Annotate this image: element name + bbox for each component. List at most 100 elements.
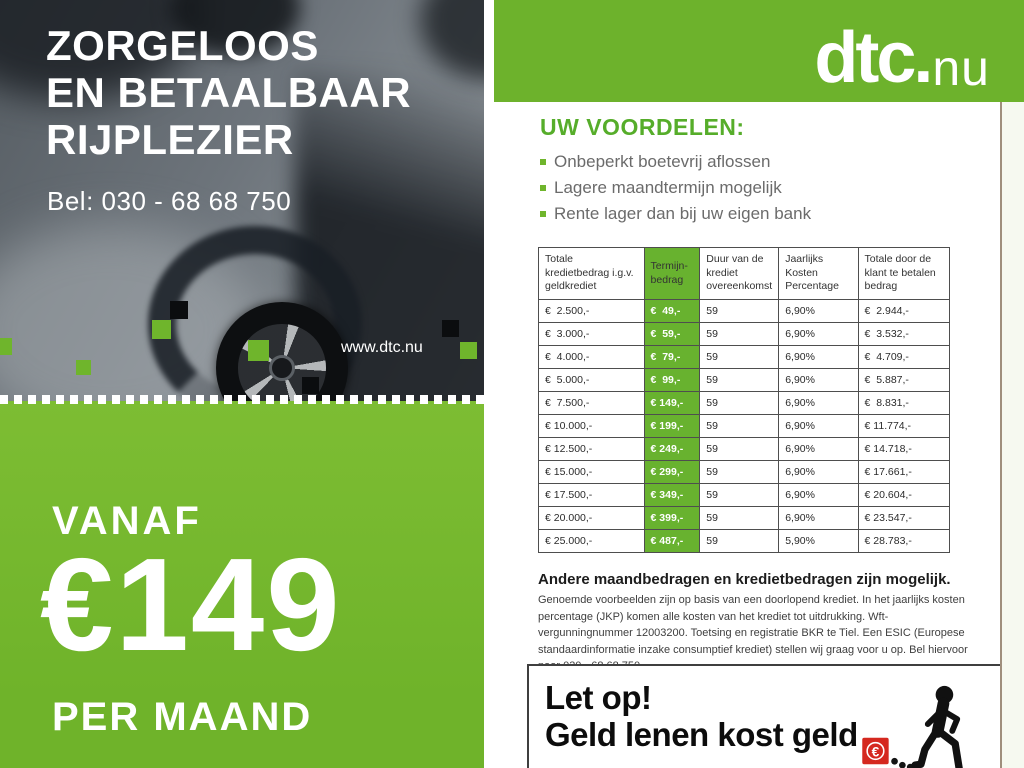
table-cell: € 12.500,- [538,437,645,461]
credit-warning-text: Let op! Geld lenen kost geld [545,679,858,753]
table-cell: 6,90% [778,299,859,323]
table-cell: 6,90% [778,437,859,461]
dashed-divider [0,395,492,404]
table-cell: € 149,- [643,391,701,415]
table-row: € 2.500,- € 49,- 59 6,90% € 2.944,- [538,299,951,323]
table-cell: € 99,- [643,368,701,392]
disclaimer-body: Genoemde voorbeelden zijn op basis van e… [538,594,968,672]
right-panel: dtc. nu UW VOORDELEN: Onbeperkt boetevri… [494,0,1024,768]
table-cell: 6,90% [778,506,859,530]
dtc-logo: dtc. [814,18,933,99]
col-header-jkp: Jaarlijks Kosten Percentage [778,247,859,300]
table-cell: € 25.000,- [538,529,645,553]
table-cell: 6,90% [778,368,859,392]
table-cell: € 8.831,- [857,391,951,415]
table-cell: € 349,- [643,483,701,507]
table-cell: € 399,- [643,506,701,530]
table-row: € 20.000,- € 399,- 59 6,90% € 23.547,- [538,506,951,530]
decor-square [76,360,91,375]
debt-warning-icon: € [862,685,963,768]
table-cell: € 49,- [643,299,701,323]
table-row: € 12.500,- € 249,- 59 6,90% € 14.718,- [538,437,951,461]
benefits-title: UW VOORDELEN: [540,114,745,140]
table-cell: € 10.000,- [538,414,645,438]
table-cell: € 23.547,- [857,506,951,530]
euro-block [862,737,889,765]
decor-square [302,377,319,394]
table-cell: € 299,- [643,460,701,484]
warning-line: Let op! [545,679,652,716]
table-cell: 59 [699,414,780,438]
table-cell: 59 [699,483,780,507]
decor-square [152,320,171,339]
headline-line: ZORGELOOS [46,22,319,69]
table-cell: 59 [699,460,780,484]
table-cell: € 11.774,- [857,414,951,438]
benefit-item: Lagere maandtermijn mogelijk [540,175,811,201]
disclaimer-title: Andere maandbedragen en kredietbedragen … [538,571,951,588]
table-cell: € 17.661,- [857,460,951,484]
euro-symbol: € [872,744,880,759]
table-cell: 59 [699,368,780,392]
table-cell: € 7.500,- [538,391,645,415]
table-cell: 59 [699,506,780,530]
car-photo: ZORGELOOS EN BETAALBAAR RIJPLEZIER Bel: … [0,0,484,401]
benefit-item: Rente lager dan bij uw eigen bank [540,201,811,227]
decor-square [170,301,188,319]
table-row: € 15.000,- € 299,- 59 6,90% € 17.661,- [538,460,951,484]
table-cell: 6,90% [778,391,859,415]
col-header-duur: Duur van de krediet overeenkomst [699,247,780,300]
table-cell: 6,90% [778,414,859,438]
benefits-list: Onbeperkt boetevrij aflossen Lagere maan… [540,149,811,227]
table-row: € 3.000,- € 59,- 59 6,90% € 3.532,- [538,322,951,346]
credit-table: Totale kredietbedrag i.g.v. geldkrediet … [538,247,951,553]
table-cell: € 5.887,- [857,368,951,392]
headline-line: EN BETAALBAAR [46,69,412,116]
table-cell: € 2.500,- [538,299,645,323]
table-cell: 6,90% [778,483,859,507]
table-cell: € 20.604,- [857,483,951,507]
table-row: € 7.500,- € 149,- 59 6,90% € 8.831,- [538,391,951,415]
table-cell: € 59,- [643,322,701,346]
table-cell: € 17.500,- [538,483,645,507]
table-cell: € 15.000,- [538,460,645,484]
col-header-kredietbedrag: Totale kredietbedrag i.g.v. geldkrediet [538,247,645,300]
table-cell: 59 [699,391,780,415]
price-prefix: VANAF [52,499,202,543]
table-cell: € 20.000,- [538,506,645,530]
table-cell: € 199,- [643,414,701,438]
table-row: € 17.500,- € 349,- 59 6,90% € 20.604,- [538,483,951,507]
table-cell: 59 [699,345,780,369]
decor-square [248,340,269,361]
page-edge-line [1000,102,1002,768]
table-cell: € 79,- [643,345,701,369]
table-cell: € 3.532,- [857,322,951,346]
table-row: € 10.000,- € 199,- 59 6,90% € 11.774,- [538,414,951,438]
table-row: € 25.000,- € 487,- 59 5,90% € 28.783,- [538,529,951,553]
decor-square [442,320,459,337]
table-cell: € 2.944,- [857,299,951,323]
table-cell: 59 [699,322,780,346]
table-header-row: Totale kredietbedrag i.g.v. geldkrediet … [538,247,951,300]
page-edge-strip [1002,102,1024,768]
decor-square [460,342,477,359]
wheel-hub [268,354,296,382]
left-panel: ZORGELOOS EN BETAALBAAR RIJPLEZIER Bel: … [0,0,492,768]
table-cell: 5,90% [778,529,859,553]
table-cell: 59 [699,299,780,323]
logo-band: dtc. nu [494,0,1024,102]
table-row: € 5.000,- € 99,- 59 6,90% € 5.887,- [538,368,951,392]
table-cell: 6,90% [778,322,859,346]
table-cell: € 14.718,- [857,437,951,461]
table-cell: € 4.000,- [538,345,645,369]
table-cell: € 28.783,- [857,529,951,553]
table-cell: € 487,- [643,529,701,553]
website-url: www.dtc.nu [341,339,423,356]
phone-number: Bel: 030 - 68 68 750 [47,186,292,216]
decor-square [0,338,12,355]
table-cell: 59 [699,529,780,553]
price-panel: VANAF €149 PER MAAND [0,401,484,768]
table-cell: 6,90% [778,345,859,369]
credit-table-body: € 2.500,- € 49,- 59 6,90% € 2.944,- € 3.000,-… [538,299,951,553]
